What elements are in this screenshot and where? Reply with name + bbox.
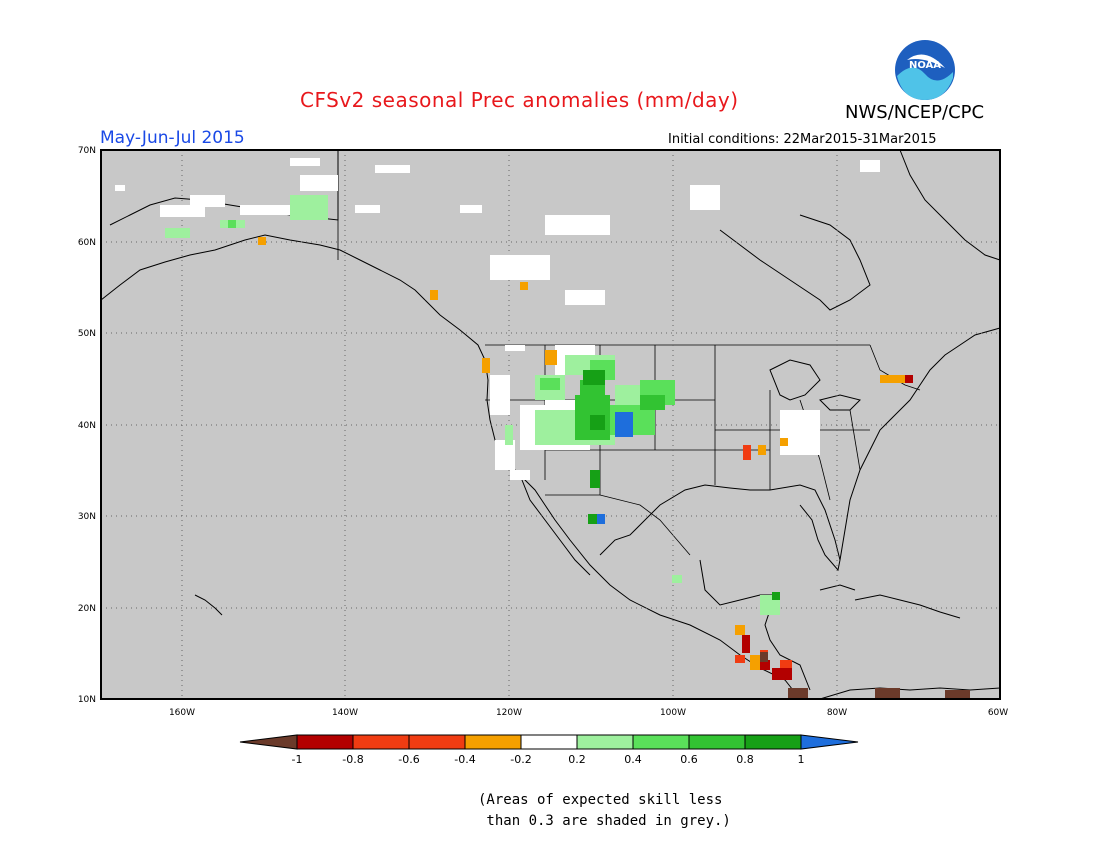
legend-label: -0.4 xyxy=(454,753,475,766)
legend-label: -0.8 xyxy=(342,753,363,766)
legend-label: -0.2 xyxy=(510,753,531,766)
lat-label: 20N xyxy=(78,604,96,614)
legend-swatch xyxy=(239,734,298,750)
lon-label: 60W xyxy=(988,708,1008,718)
legend-label: 1 xyxy=(798,753,805,766)
lon-label: 100W xyxy=(660,708,686,718)
legend-swatch xyxy=(688,734,746,750)
lat-label: 60N xyxy=(78,238,96,248)
legend-labels: -1 -0.8 -0.6 -0.4 -0.2 0.2 0.4 0.6 0.8 1 xyxy=(292,753,805,766)
organization-label: NWS/NCEP/CPC xyxy=(845,102,985,123)
lon-label: 140W xyxy=(332,708,358,718)
legend-swatch xyxy=(800,734,859,750)
color-legend xyxy=(239,734,859,750)
lat-label: 30N xyxy=(78,512,96,522)
lat-label: 50N xyxy=(78,329,96,339)
logo-text: NOAA xyxy=(909,60,941,71)
legend-swatch xyxy=(576,734,634,750)
map-frame xyxy=(100,149,1001,700)
forecast-period: May-Jun-Jul 2015 xyxy=(100,128,245,148)
legend-label: 0.4 xyxy=(624,753,642,766)
longitude-labels: 160W 140W 120W 100W 80W 60W xyxy=(169,708,1008,718)
noaa-logo: NOAA xyxy=(895,40,955,100)
lat-label: 10N xyxy=(78,695,96,705)
legend-label: 0.6 xyxy=(680,753,698,766)
lat-label: 70N xyxy=(78,146,96,156)
lon-label: 120W xyxy=(496,708,522,718)
map-title: CFSv2 seasonal Prec anomalies (mm/day) xyxy=(300,88,739,112)
legend-swatch xyxy=(408,734,466,750)
lon-label: 80W xyxy=(827,708,847,718)
skill-footnote: (Areas of expected skill less than 0.3 a… xyxy=(478,792,731,829)
legend-label: 0.2 xyxy=(568,753,586,766)
legend-label: -0.6 xyxy=(398,753,419,766)
latitude-labels: 70N 60N 50N 40N 30N 20N 10N xyxy=(78,146,96,705)
legend-label: 0.8 xyxy=(736,753,754,766)
legend-swatch xyxy=(520,734,578,750)
legend-swatch xyxy=(296,734,354,750)
legend-swatch xyxy=(464,734,522,750)
legend-label: -1 xyxy=(292,753,303,766)
legend-swatch xyxy=(632,734,690,750)
anomaly-cells xyxy=(115,158,970,699)
lon-label: 160W xyxy=(169,708,195,718)
legend-swatch xyxy=(744,734,802,750)
legend-swatch xyxy=(352,734,410,750)
initial-conditions-label: Initial conditions: 22Mar2015-31Mar2015 xyxy=(668,132,937,147)
lat-label: 40N xyxy=(78,421,96,431)
